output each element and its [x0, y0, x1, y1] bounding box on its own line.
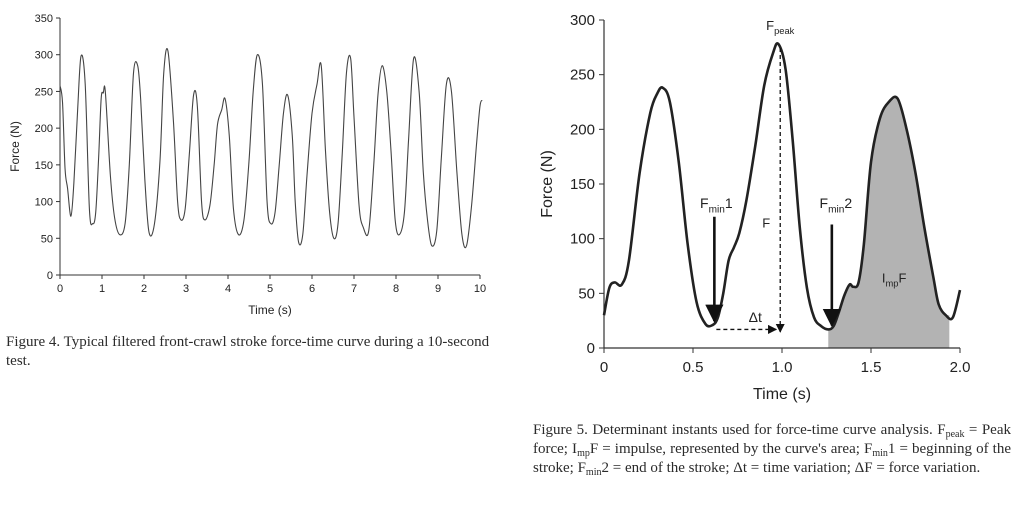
- figure-4-caption: Figure 4. Typical filtered front-crawl s…: [6, 334, 490, 369]
- y-tick-label: 250: [570, 67, 595, 84]
- impf-label-main: I: [882, 270, 886, 285]
- y-tick-label: 150: [570, 176, 595, 193]
- y-tick-label: 300: [35, 50, 53, 62]
- fmin1-label-tail: 1: [725, 195, 733, 211]
- caption-part: 2 = end of the stroke; Δt = time variati…: [601, 460, 981, 476]
- x-axis-label: Time (s): [753, 386, 811, 403]
- fpeak-label-main: F: [766, 18, 774, 33]
- caption-sub: peak: [945, 429, 965, 440]
- caption-sub: min: [585, 467, 602, 478]
- y-tick-label: 0: [587, 340, 595, 357]
- x-tick-label: 4: [225, 283, 231, 295]
- y-tick-label: 250: [35, 86, 53, 98]
- x-tick-label: 8: [393, 283, 399, 295]
- y-tick-label: 0: [47, 270, 53, 282]
- y-tick-label: 100: [35, 197, 53, 209]
- x-tick-label: 0.5: [683, 359, 704, 376]
- x-tick-label: 2: [141, 283, 147, 295]
- fmin1-label-sub: min: [709, 204, 725, 215]
- series-line-force: [602, 41, 962, 331]
- y-axis-label: Force (N): [8, 121, 22, 172]
- y-tick-label: 200: [35, 123, 53, 135]
- x-tick-label: 9: [435, 283, 441, 295]
- delta-t-label: Δt: [749, 309, 762, 325]
- y-tick-label: 150: [35, 160, 53, 172]
- figure-5-caption: Figure 5. Determinant instants used for …: [533, 421, 1011, 478]
- fmin1-label: Fmin1: [700, 195, 733, 215]
- x-tick-label: 6: [309, 283, 315, 295]
- fmin2-label-tail: 2: [844, 195, 852, 211]
- caption-part: 1 = beginning of the stroke; F: [533, 441, 1011, 476]
- y-tick-label: 100: [570, 231, 595, 248]
- fpeak-label-sub: peak: [774, 26, 795, 36]
- fmin2-label-sub: min: [828, 204, 844, 215]
- x-tick-label: 0: [600, 359, 608, 376]
- caption-part: F = impulse, represented by the curve's …: [589, 441, 873, 457]
- delta-f-label: F: [762, 216, 770, 231]
- caption-part: Figure 5. Determinant instants used for …: [533, 422, 946, 438]
- impf-label-tail: F: [898, 270, 906, 285]
- x-tick-label: 2.0: [950, 359, 971, 376]
- chart-figure-4: 0 50 100 150 200 250 300 350 0 1 2 3 4 5 6 7 8 9 10 Time (s…: [8, 13, 486, 317]
- fpeak-label: Fpeak: [766, 18, 795, 36]
- fmin1-label-main: F: [700, 195, 709, 211]
- x-tick-label: 1.0: [772, 359, 793, 376]
- impf-label-sub: mp: [885, 278, 898, 288]
- x-tick-label: 10: [474, 283, 486, 295]
- y-tick-label: 50: [41, 233, 53, 245]
- x-tick-label: 1: [99, 283, 105, 295]
- x-tick-label: 7: [351, 283, 357, 295]
- caption-part: = Peak force; I: [533, 422, 1011, 457]
- y-tick-label: 200: [570, 121, 595, 138]
- x-axis-label: Time (s): [248, 303, 292, 317]
- impf-label: ImpF: [882, 270, 907, 288]
- x-tick-label: 5: [267, 283, 273, 295]
- y-tick-label: 50: [578, 285, 595, 302]
- impulse-area: [828, 96, 950, 348]
- caption-sub: mp: [577, 448, 590, 459]
- y-tick-label: 300: [570, 12, 595, 29]
- x-tick-label: 0: [57, 283, 63, 295]
- series-line-force: [59, 47, 483, 249]
- fmin2-label-main: F: [820, 195, 829, 211]
- x-tick-label: 1.5: [861, 359, 882, 376]
- chart-figure-5: 0 50 100 150 200 250 300 0 0.5 1.0 1.5 2.0 Time (s) F…: [539, 12, 971, 403]
- y-axis-label: Force (N): [539, 150, 556, 218]
- y-tick-label: 350: [35, 13, 53, 25]
- caption-sub: min: [872, 448, 888, 459]
- x-tick-label: 3: [183, 283, 189, 295]
- fmin2-label: Fmin2: [820, 195, 853, 215]
